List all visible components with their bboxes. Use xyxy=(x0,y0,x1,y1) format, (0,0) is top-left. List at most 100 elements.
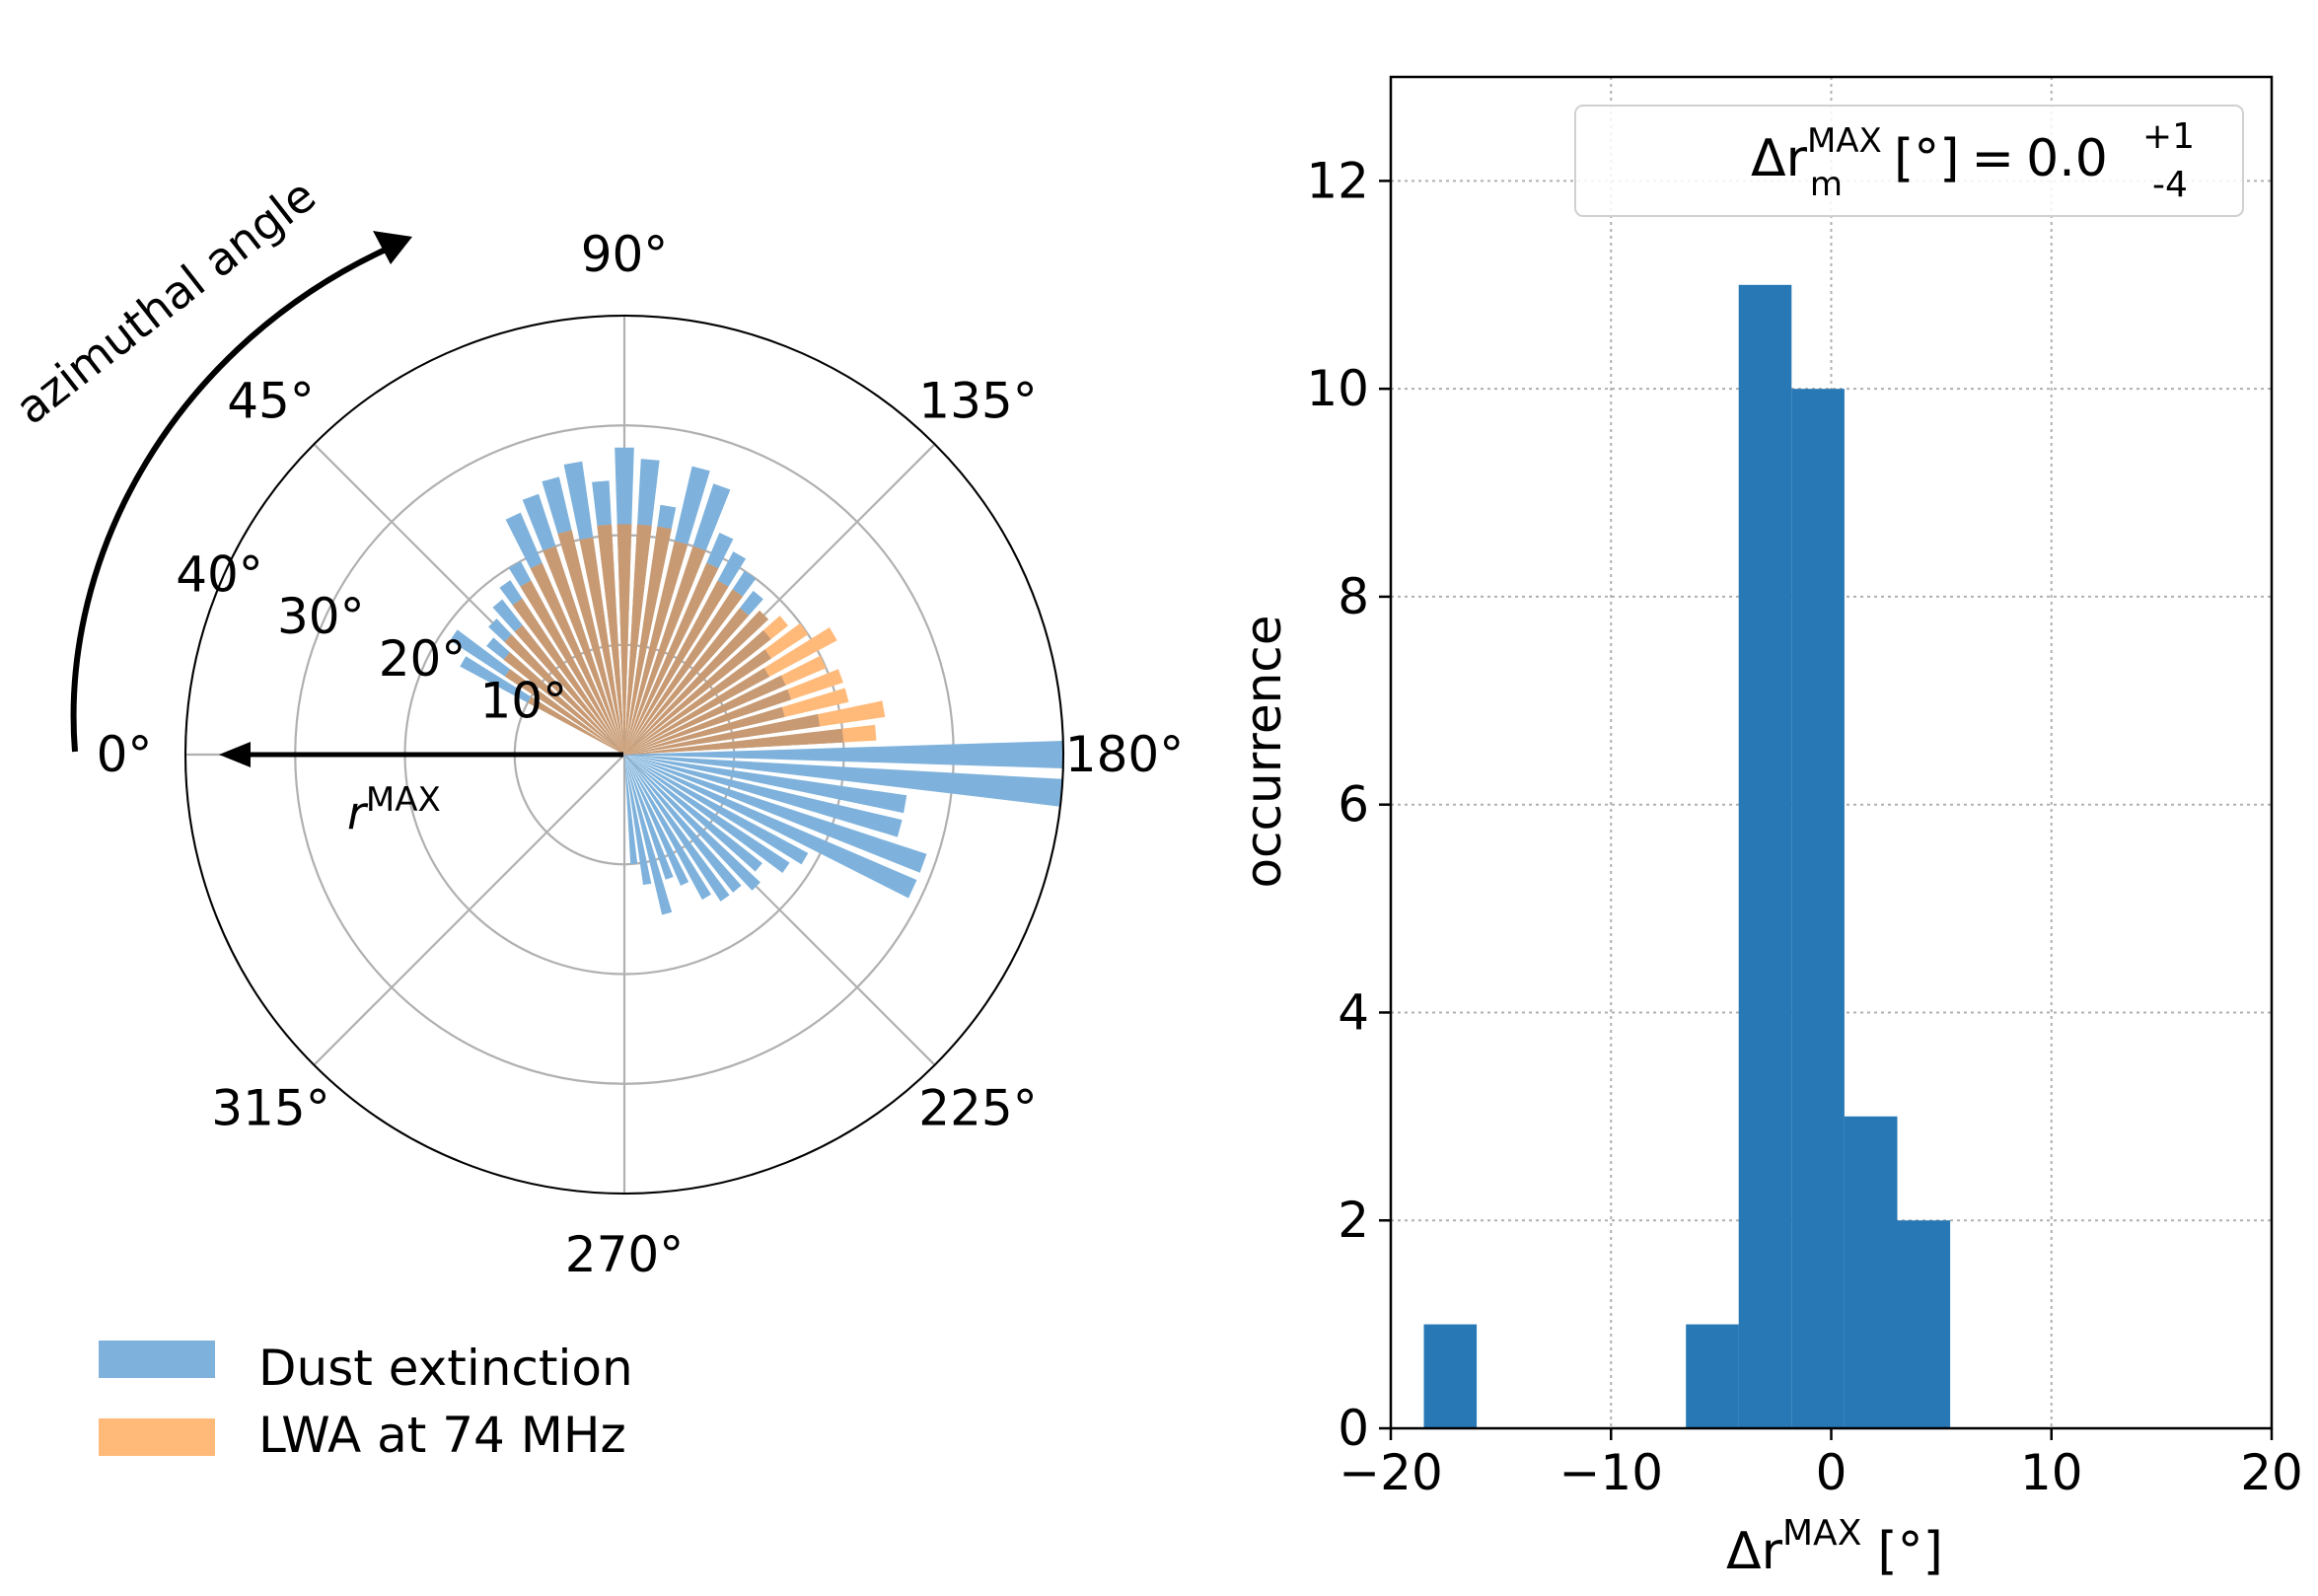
polar-bar-overlap xyxy=(520,580,624,755)
legend-err-minus: -4 xyxy=(2152,165,2188,205)
x-tick-label: −20 xyxy=(1339,1444,1443,1501)
polar-bar-dust xyxy=(624,755,711,901)
radial-tick-label: 40° xyxy=(176,546,263,604)
angle-tick-label: 45° xyxy=(227,373,315,430)
legend-err-plus: +1 xyxy=(2142,116,2195,157)
angle-tick-label: 315° xyxy=(211,1080,329,1137)
angle-tick-label: 90° xyxy=(581,226,669,283)
y-tick-label: 2 xyxy=(1338,1192,1369,1249)
polar-bar-dust xyxy=(624,755,761,891)
x-tick-label: 0 xyxy=(1816,1444,1847,1501)
polar-bar-overlap xyxy=(624,580,729,755)
x-tick-label: 20 xyxy=(2240,1444,2303,1501)
azimuthal-arrowhead xyxy=(373,231,412,264)
polar-bar-overlap xyxy=(514,624,624,755)
polar-bar-overlap xyxy=(624,611,768,755)
histogram-legend: ΔrMAX m [°] = 0.0 +1 -4 xyxy=(1574,105,2244,217)
y-axis-label: occurrence xyxy=(1235,615,1292,888)
histogram-bar xyxy=(1844,1116,1898,1428)
histogram-chart: −20 −10 0 10 20 0 2 4 6 8 10 12 occurrence ΔrMAX [°… xyxy=(1235,75,2303,1581)
radial-tick-label: 10° xyxy=(479,672,567,729)
legend-swatch-lwa xyxy=(99,1418,215,1456)
polar-bar-overlap xyxy=(624,668,770,755)
angular-gridline xyxy=(313,754,625,1066)
x-tick-label: 10 xyxy=(2020,1444,2083,1501)
histogram-y-ticks: 0 2 4 6 8 10 12 xyxy=(1306,152,1391,1457)
histogram-bar xyxy=(1686,1324,1739,1428)
radial-tick-label: 20° xyxy=(379,630,467,688)
polar-bar-dust xyxy=(624,755,762,872)
angle-tick-label: 135° xyxy=(918,373,1037,430)
polar-bar-overlap xyxy=(624,714,821,755)
legend-box xyxy=(1574,105,2244,217)
polar-bar-dust xyxy=(624,755,674,880)
polar-chart: 0° 45° 90° 135° 180° 225° 270° 315° 10°20°30°40… xyxy=(6,169,1185,1464)
polar-bar-dust xyxy=(624,755,927,873)
radial-tick-label: 30° xyxy=(277,588,365,645)
histogram-bar xyxy=(1423,1324,1478,1428)
polar-bar-dust xyxy=(624,755,742,893)
polar-bar-dust xyxy=(624,755,917,899)
polar-bar-overlap xyxy=(624,526,672,755)
polar-bar-dust xyxy=(624,755,790,873)
polar-bar-overlap xyxy=(624,545,706,755)
histogram-bar xyxy=(1738,284,1792,1428)
rmax-label: rMAX xyxy=(347,780,441,839)
x-axis-label: ΔrMAX [°] xyxy=(1726,1513,1943,1581)
polar-bar-overlap xyxy=(624,524,652,755)
polar-bar-dust xyxy=(624,755,1063,807)
polar-bar-overlap xyxy=(624,728,844,755)
y-tick-label: 10 xyxy=(1306,360,1369,417)
x-tick-label: −10 xyxy=(1558,1444,1663,1501)
polar-bar-overlap xyxy=(624,629,771,755)
polar-bar-overlap xyxy=(624,689,792,755)
polar-bar-overlap xyxy=(504,634,624,755)
polar-bar-overlap xyxy=(624,541,688,755)
polar-bar-dust xyxy=(624,755,638,865)
polar-bar-overlap xyxy=(528,696,624,755)
polar-bar-dust xyxy=(624,755,689,886)
polar-bar-overlap xyxy=(505,669,624,755)
rmax-arrowhead xyxy=(219,742,251,767)
y-tick-label: 6 xyxy=(1338,776,1369,834)
legend-swatch-dust xyxy=(99,1341,215,1378)
histogram-bar xyxy=(1791,389,1845,1429)
polar-radial-labels: 10°20°30°40° xyxy=(176,546,567,730)
angle-tick-label: 225° xyxy=(918,1080,1037,1137)
angle-tick-label: 180° xyxy=(1065,726,1184,783)
polar-bar-dust xyxy=(624,755,903,837)
polar-bar-overlap xyxy=(512,598,624,755)
polar-bar-overlap xyxy=(616,524,632,755)
legend-formula: ΔrMAX m [°] = 0.0 xyxy=(1751,121,2108,204)
legend-label-dust: Dust extinction xyxy=(258,1340,633,1397)
polar-legend: Dust extinction LWA at 74 MHz xyxy=(99,1340,633,1464)
polar-bar-overlap xyxy=(557,530,624,755)
angle-tick-label: 270° xyxy=(565,1226,684,1283)
polar-bar-overlap xyxy=(597,524,624,755)
polar-bar-overlap xyxy=(624,562,719,755)
polar-angle-labels: 0° 45° 90° 135° 180° 225° 270° 315° xyxy=(97,226,1185,1283)
polar-bar-overlap xyxy=(624,589,743,755)
histogram-x-ticks: −20 −10 0 10 20 xyxy=(1339,1428,2303,1501)
polar-bar-overlap xyxy=(624,649,771,755)
polar-bar-overlap xyxy=(530,562,624,755)
y-tick-label: 8 xyxy=(1338,568,1369,625)
y-tick-label: 4 xyxy=(1338,983,1369,1041)
polar-bar-overlap xyxy=(624,675,786,755)
polar-bar-overlap xyxy=(624,608,750,755)
polar-bar-overlap xyxy=(503,652,624,755)
polar-frame xyxy=(184,315,1064,1195)
azimuthal-arrow xyxy=(70,246,390,753)
polar-bar-overlap xyxy=(579,537,624,755)
polar-bar-dust xyxy=(624,755,673,915)
polar-bar-overlap xyxy=(624,706,785,755)
angle-tick-label: 0° xyxy=(97,726,153,783)
histogram-bars xyxy=(1423,284,1951,1429)
polar-bar-overlap xyxy=(543,545,624,755)
polar-bar-dust xyxy=(624,741,1063,768)
y-tick-label: 0 xyxy=(1338,1400,1369,1457)
legend-label-lwa: LWA at 74 MHz xyxy=(258,1407,626,1464)
polar-bars xyxy=(450,447,1063,915)
polar-bar-dust xyxy=(624,755,809,865)
